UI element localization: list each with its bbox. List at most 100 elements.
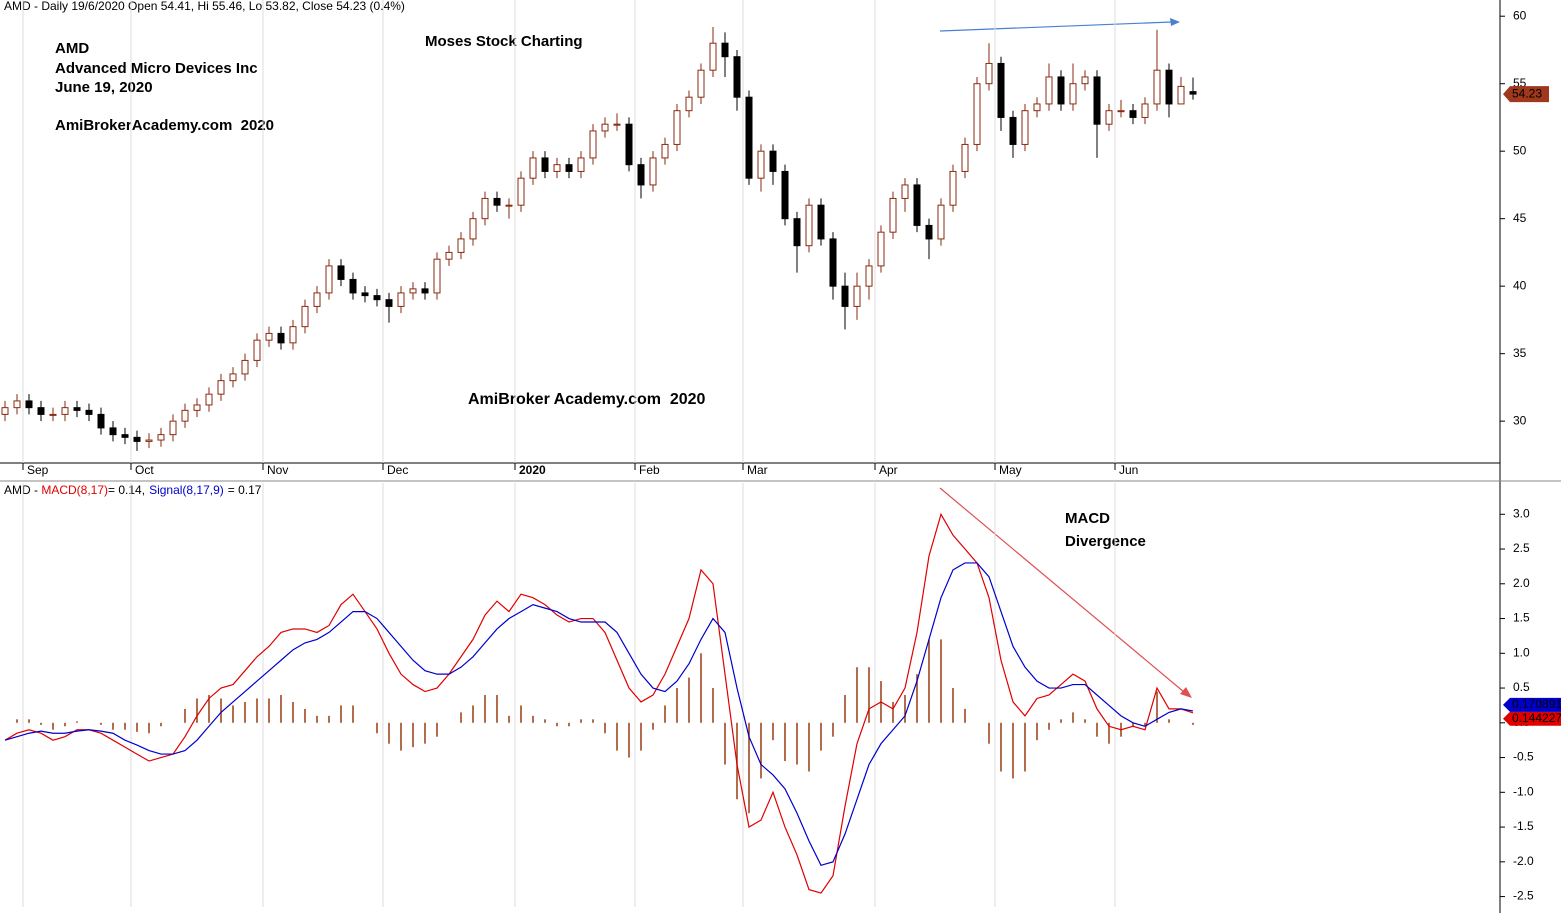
candle-body — [1069, 83, 1077, 105]
candle-body — [973, 83, 981, 145]
candle-body — [913, 184, 921, 226]
candle-body — [1093, 76, 1101, 125]
y-tick-label: 35 — [1513, 346, 1527, 360]
candle-body — [733, 56, 741, 98]
legend-entry: Signal(8,17,9) — [149, 483, 224, 497]
y-tick-label: 40 — [1513, 278, 1527, 292]
last-value-label: 54.23 — [1512, 86, 1542, 100]
annotation: MACD — [1065, 510, 1110, 527]
candle-body — [265, 332, 273, 341]
candle-body — [169, 420, 177, 436]
candle-body — [181, 409, 189, 422]
candle-body — [193, 404, 201, 411]
candle-body — [781, 170, 789, 220]
series-line — [4, 562, 1194, 867]
x-tick-label: Apr — [879, 463, 898, 477]
candles — [1, 26, 1197, 451]
candle-body — [805, 204, 813, 247]
candle-body — [1021, 110, 1029, 145]
candle-body — [1141, 103, 1149, 118]
arrow-head — [1170, 18, 1180, 26]
annotation: AmiBroker Academy.com 2020 — [468, 391, 706, 408]
candle-body — [553, 164, 561, 172]
candle-body — [289, 326, 297, 344]
arrows — [939, 18, 1192, 698]
annotation: Advanced Micro Devices Inc — [55, 60, 258, 77]
candle-body — [853, 285, 861, 307]
candle-body — [865, 265, 873, 287]
candle-body — [685, 96, 693, 112]
series-line — [4, 512, 1194, 894]
annotations: AMD Advanced Micro Devices Inc June 19, … — [55, 33, 1146, 550]
candle-body — [901, 184, 909, 199]
candle-body — [673, 110, 681, 145]
divergence-arrow — [939, 487, 1185, 693]
annotation: Divergence — [1065, 533, 1146, 550]
candle-body — [241, 359, 249, 375]
x-tick-label: Feb — [639, 463, 660, 477]
candle-body — [1045, 76, 1053, 105]
candle-body — [697, 69, 705, 98]
candle-body — [721, 42, 729, 58]
candle-body — [109, 427, 117, 436]
candle-body — [97, 413, 105, 429]
candle-body — [145, 439, 153, 442]
candle-body — [517, 177, 525, 206]
last-value-box — [1503, 697, 1561, 712]
last-value-box — [1503, 86, 1549, 103]
candle-body — [505, 204, 513, 207]
candle-body — [589, 130, 597, 159]
y-tick-label: 2.0 — [1513, 576, 1530, 590]
candle-body — [493, 197, 501, 206]
candle-body — [1177, 85, 1185, 105]
x-tick-label: Nov — [267, 463, 288, 477]
candle-body — [541, 157, 549, 172]
candle-body — [433, 258, 441, 294]
candle-body — [325, 265, 333, 294]
y-tick-label: -2.5 — [1513, 889, 1534, 903]
candle-body — [1189, 91, 1197, 95]
annotation: AMD — [55, 40, 89, 57]
candle-body — [1129, 110, 1137, 118]
macd-header: AMD - MACD(8,17)= 0.14, Signal(8,17,9) = 0… — [4, 483, 262, 497]
candle-body — [229, 373, 237, 382]
price-header: AMD - Daily 19/6/2020 Open 54.41, Hi 55.… — [4, 0, 405, 13]
candle-body — [841, 285, 849, 307]
x-tick-label: Sep — [27, 463, 49, 477]
candle-body — [985, 62, 993, 85]
y-tick-label: 2.5 — [1513, 541, 1530, 555]
candle-body — [745, 96, 753, 179]
candle-body — [301, 305, 309, 328]
candle-body — [445, 251, 453, 260]
y-tick-label: 0.5 — [1513, 680, 1530, 694]
candle-body — [385, 299, 393, 307]
y-tick-label: 1.5 — [1513, 611, 1530, 625]
candle-body — [361, 292, 369, 297]
candle-body — [121, 434, 129, 438]
candle-body — [1009, 116, 1017, 145]
candle-body — [937, 204, 945, 240]
x-tick-label: Mar — [747, 463, 768, 477]
candle-body — [61, 407, 69, 415]
candle-body — [1, 407, 9, 415]
candle-body — [877, 231, 885, 267]
candle-body — [529, 157, 537, 179]
candle-body — [277, 332, 285, 344]
candle-body — [661, 143, 669, 159]
candle-body — [469, 218, 477, 240]
candle-body — [613, 123, 621, 126]
y-tick-label: -2.0 — [1513, 854, 1534, 868]
y-tick-label: -1.0 — [1513, 784, 1534, 798]
y-tick-label: 60 — [1513, 8, 1527, 22]
candle-body — [481, 197, 489, 220]
annotation: June 19, 2020 — [55, 79, 153, 96]
x-tick-label: Dec — [387, 463, 408, 477]
candle-body — [337, 265, 345, 280]
candle-body — [1153, 69, 1161, 105]
candle-body — [949, 170, 957, 206]
x-tick-label: May — [999, 463, 1022, 477]
candle-body — [625, 123, 633, 166]
candle-body — [565, 164, 573, 172]
